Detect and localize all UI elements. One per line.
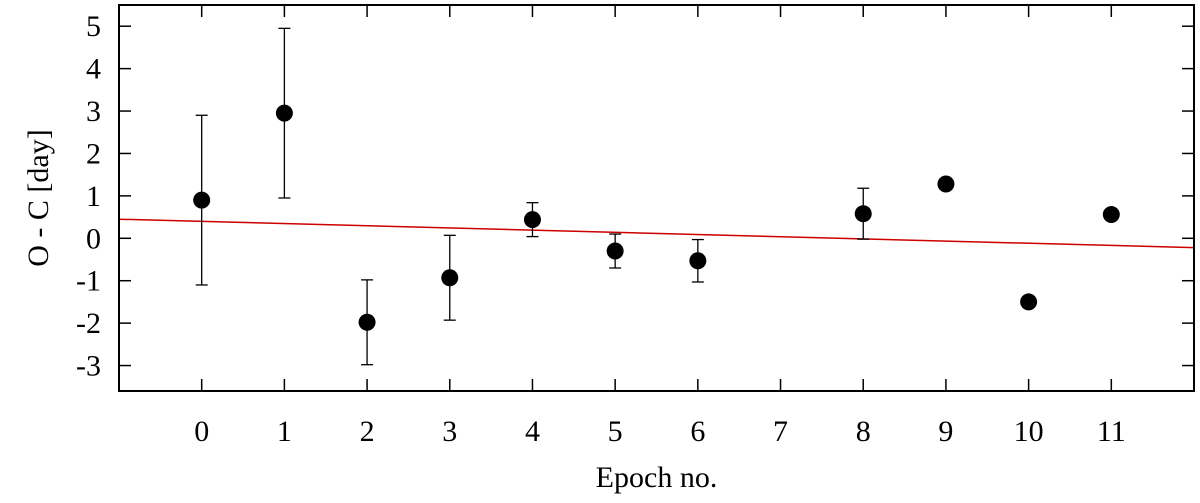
data-point [854, 205, 872, 223]
y-axis: -3 -2 -1 0 1 2 3 4 5 [76, 10, 1194, 383]
data-point [606, 242, 624, 260]
y-tick-label: 3 [86, 95, 101, 128]
x-tick-label: 0 [194, 415, 209, 448]
data-point [441, 269, 459, 287]
x-axis-title: Epoch no. [596, 461, 718, 494]
y-tick-label: 0 [86, 222, 101, 255]
x-tick-label: 9 [938, 415, 953, 448]
x-tick-label: 1 [277, 415, 292, 448]
x-tick-label: 10 [1014, 415, 1044, 448]
x-tick-label: 2 [360, 415, 375, 448]
y-tick-label: -2 [76, 307, 101, 340]
y-tick-label: 2 [86, 137, 101, 170]
errorbar-layer [195, 27, 870, 366]
y-tick-label: -1 [76, 265, 101, 298]
y-axis-title: O - C [day] [22, 129, 55, 266]
x-tick-label: 5 [608, 415, 623, 448]
x-tick-label: 6 [690, 415, 705, 448]
x-axis: 0 1 2 3 4 5 6 7 8 9 10 11 [194, 5, 1126, 448]
data-point [275, 104, 293, 122]
y-tick-label: -3 [76, 350, 101, 383]
data-point [689, 252, 707, 270]
plot-frame [118, 4, 1195, 392]
x-tick-label: 3 [442, 415, 457, 448]
x-tick-label: 4 [525, 415, 540, 448]
x-tick-label: 7 [773, 415, 788, 448]
data-point [193, 191, 211, 209]
data-point [358, 313, 376, 331]
x-tick-label: 11 [1097, 415, 1126, 448]
data-point [523, 211, 541, 229]
data-point [1102, 206, 1120, 224]
data-point [1020, 293, 1038, 311]
x-tick-label: 8 [856, 415, 871, 448]
y-tick-label: 1 [86, 180, 101, 213]
y-tick-label: 5 [86, 10, 101, 43]
data-point [937, 175, 955, 193]
fit-layer [118, 218, 1195, 249]
point-layer [193, 104, 1120, 331]
y-tick-label: 4 [86, 53, 101, 86]
fit-line [118, 218, 1195, 249]
